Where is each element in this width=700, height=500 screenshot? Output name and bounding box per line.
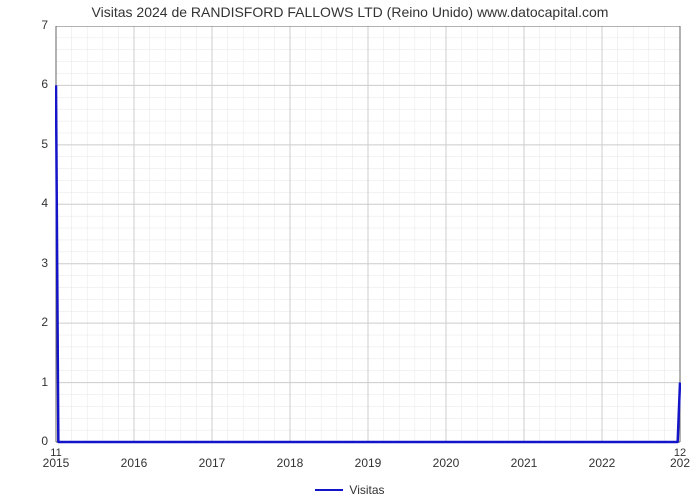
x-tick-label: 2022	[582, 456, 622, 470]
chart-plot	[55, 26, 681, 472]
x-tick-label: 2018	[270, 456, 310, 470]
y-tick-label: 1	[41, 375, 48, 389]
chart-container: { "chart": { "type": "line", "title": "V…	[0, 0, 700, 500]
y-tick-label: 4	[41, 196, 48, 210]
x-tick-label: 2016	[114, 456, 154, 470]
x-tick-label: 2021	[504, 456, 544, 470]
y-tick-label: 3	[41, 256, 48, 270]
x-tick-label: 2020	[426, 456, 466, 470]
chart-title: Visitas 2024 de RANDISFORD FALLOWS LTD (…	[0, 4, 700, 20]
legend-label: Visitas	[349, 483, 384, 497]
chart-legend: Visitas	[0, 478, 700, 497]
legend-swatch	[315, 489, 343, 491]
x-tick-label: 2017	[192, 456, 232, 470]
chart-annotation: 11	[44, 447, 68, 459]
x-tick-label: 2019	[348, 456, 388, 470]
y-tick-label: 5	[41, 137, 48, 151]
y-tick-label: 7	[41, 18, 48, 32]
chart-annotation: 12	[668, 447, 692, 459]
legend-item: Visitas	[315, 483, 384, 497]
y-tick-label: 2	[41, 315, 48, 329]
y-tick-label: 6	[41, 77, 48, 91]
